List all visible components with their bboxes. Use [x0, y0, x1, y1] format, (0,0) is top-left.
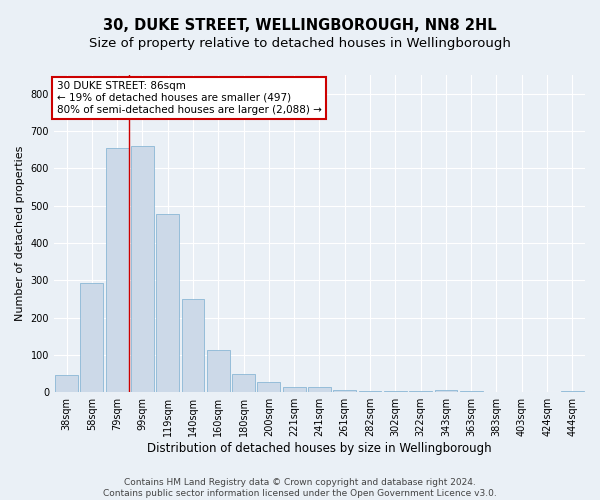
Bar — [434, 390, 457, 392]
Bar — [334, 390, 356, 392]
Bar — [55, 374, 78, 392]
Bar — [80, 283, 103, 392]
Bar — [131, 146, 154, 392]
Y-axis label: Number of detached properties: Number of detached properties — [15, 146, 25, 322]
Bar — [157, 214, 179, 392]
Text: 30, DUKE STREET, WELLINGBOROUGH, NN8 2HL: 30, DUKE STREET, WELLINGBOROUGH, NN8 2HL — [103, 18, 497, 32]
Bar — [257, 382, 280, 392]
Bar — [308, 388, 331, 392]
Bar — [283, 388, 305, 392]
Bar — [207, 350, 230, 392]
X-axis label: Distribution of detached houses by size in Wellingborough: Distribution of detached houses by size … — [147, 442, 492, 455]
Text: Contains HM Land Registry data © Crown copyright and database right 2024.
Contai: Contains HM Land Registry data © Crown c… — [103, 478, 497, 498]
Bar — [232, 374, 255, 392]
Text: 30 DUKE STREET: 86sqm
← 19% of detached houses are smaller (497)
80% of semi-det: 30 DUKE STREET: 86sqm ← 19% of detached … — [56, 82, 322, 114]
Bar — [182, 298, 205, 392]
Text: Size of property relative to detached houses in Wellingborough: Size of property relative to detached ho… — [89, 38, 511, 51]
Bar — [460, 391, 482, 392]
Bar — [106, 148, 128, 392]
